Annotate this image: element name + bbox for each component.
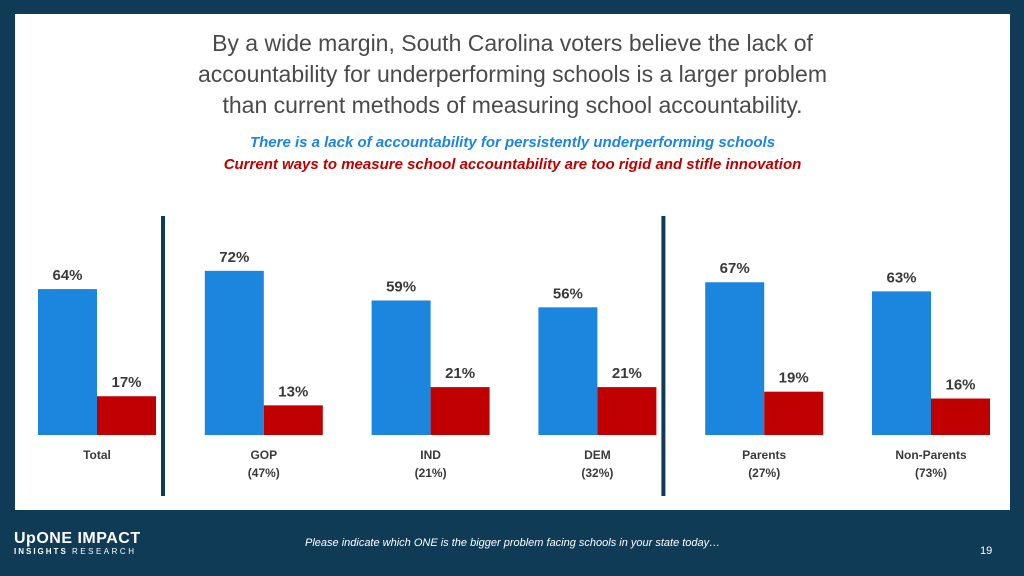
- chart-legend: There is a lack of accountability for pe…: [15, 132, 1010, 176]
- data-label-dem-series-1: 56%: [553, 285, 583, 302]
- group-divider-1: [161, 216, 165, 496]
- bar-dem-series-2: [597, 387, 657, 435]
- bar-gop-series-1: [204, 270, 264, 435]
- bar-dem-series-1: [538, 307, 598, 435]
- bar-parents-series-1: [705, 282, 765, 435]
- slide-title: By a wide margin, South Carolina voters …: [15, 28, 1010, 121]
- data-label-non-parents-series-1: 63%: [886, 269, 916, 286]
- logo-sub-text: INSIGHTS RESEARCH: [14, 547, 141, 557]
- data-label-ind-series-1: 59%: [386, 278, 416, 295]
- bar-total-series-1: [38, 289, 97, 435]
- slide-panel: By a wide margin, South Carolina voters …: [15, 14, 1010, 510]
- legend-series-2: Current ways to measure school accountab…: [223, 156, 802, 173]
- category-label-total: Total: [83, 448, 111, 462]
- data-label-parents-series-2: 19%: [779, 370, 809, 387]
- logo-sub-left: INSIGHTS: [14, 547, 68, 556]
- logo-sub-right: RESEARCH: [72, 547, 137, 556]
- survey-question: Please indicate which ONE is the bigger …: [305, 537, 721, 549]
- bar-total-series-2: [97, 396, 156, 435]
- category-sublabel-parents: (27%): [748, 466, 780, 480]
- data-label-non-parents-series-2: 16%: [945, 377, 975, 394]
- category-sublabel-gop: (47%): [248, 466, 280, 480]
- data-label-total-series-2: 17%: [111, 374, 141, 391]
- title-line-3: than current methods of measuring school…: [222, 92, 803, 118]
- bar-ind-series-1: [371, 300, 431, 435]
- bar-ind-series-2: [430, 387, 490, 435]
- bar-non-parents-series-1: [872, 291, 931, 435]
- data-label-parents-series-1: 67%: [720, 260, 750, 277]
- company-logo: UpONE IMPACT INSIGHTS RESEARCH: [14, 531, 141, 557]
- group-divider-2: [661, 216, 666, 496]
- category-label-gop: GOP: [250, 448, 277, 462]
- bar-chart: 64% 17% Total 72% 13% GOP (47%) 59% 21% IND (21%) 5…: [38, 216, 990, 496]
- category-label-ind: IND: [420, 448, 441, 462]
- data-label-gop-series-1: 72%: [219, 249, 249, 266]
- category-sublabel-non-parents: (73%): [915, 466, 947, 480]
- page-number: 19: [980, 545, 993, 557]
- bar-parents-series-2: [764, 391, 824, 435]
- title-line-1: By a wide margin, South Carolina voters …: [212, 30, 813, 56]
- category-label-non-parents: Non-Parents: [895, 448, 967, 462]
- data-label-dem-series-2: 21%: [612, 365, 642, 382]
- category-label-dem: DEM: [584, 448, 611, 462]
- data-label-total-series-1: 64%: [52, 267, 82, 284]
- category-label-parents: Parents: [742, 448, 786, 462]
- legend-series-1: There is a lack of accountability for pe…: [249, 134, 776, 151]
- data-label-gop-series-2: 13%: [278, 383, 308, 400]
- logo-main-text: UpONE IMPACT: [14, 530, 141, 547]
- category-sublabel-dem: (32%): [581, 466, 613, 480]
- category-sublabel-ind: (21%): [415, 466, 447, 480]
- bar-non-parents-series-2: [931, 398, 990, 435]
- data-label-ind-series-2: 21%: [445, 365, 475, 382]
- bar-gop-series-2: [263, 405, 323, 435]
- title-line-2: accountability for underperforming schoo…: [198, 61, 827, 87]
